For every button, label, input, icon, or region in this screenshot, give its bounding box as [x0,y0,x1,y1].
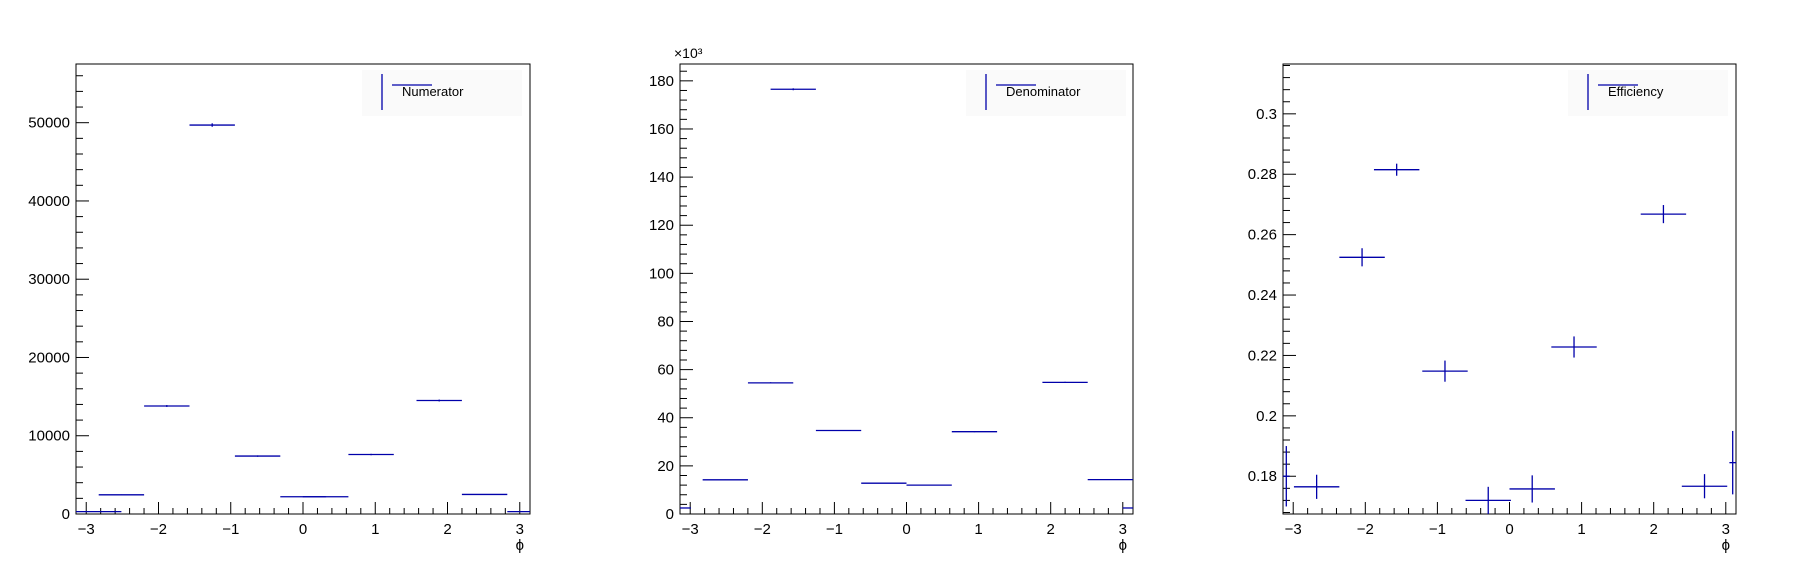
denominator-y-tick-label: 140 [649,169,674,186]
efficiency-x-axis-title: ϕ [1722,537,1730,554]
efficiency-x-tick-label: −2 [1357,521,1374,538]
efficiency-x-tick-label: 2 [1650,521,1658,538]
efficiency-x-tick-label: −3 [1285,521,1302,538]
denominator-panel: Denominator −3 −2 −1 0 1 2 3ϕ 0 20 40 60 80 100 120 140… [649,45,1134,554]
denominator-x-axis-title: ϕ [1119,537,1127,554]
numerator-x-axis-title: ϕ [516,537,524,554]
numerator-x-tick-label: 2 [443,521,451,538]
numerator-y-tick-label: 20000 [28,349,70,366]
efficiency-y-tick-label: 0.28 [1248,166,1277,183]
denominator-y-tick-label: 40 [657,410,674,427]
efficiency-legend-label: Efficiency [1608,84,1664,99]
denominator-x-tick-label: 2 [1047,521,1055,538]
denominator-y-tick-label: 180 [649,73,674,90]
denominator-x-tick-label: 3 [1119,521,1127,538]
efficiency-y-tick-label: 0.3 [1256,106,1277,123]
numerator-y-tick-label: 10000 [28,428,70,445]
efficiency-y-tick-label: 0.22 [1248,347,1277,364]
numerator-x-tick-label: 1 [371,521,379,538]
denominator-legend-label: Denominator [1006,84,1081,99]
denominator-y-tick-label: 60 [657,362,674,379]
efficiency-x-tick-label: 1 [1577,521,1585,538]
efficiency-y-tick-label: 0.24 [1248,287,1277,304]
efficiency-x-tick-label: −1 [1429,521,1446,538]
efficiency-y-tick-label: 0.26 [1248,227,1277,244]
denominator-x-tick-label: 1 [974,521,982,538]
numerator-y-tick-label: 40000 [28,193,70,210]
numerator-x-tick-label: −1 [222,521,239,538]
efficiency-legend-box [1568,70,1728,116]
efficiency-y-tick-label: 0.18 [1248,468,1277,485]
denominator-x-tick-label: −2 [754,521,771,538]
numerator-panel: Numerator −3 −2 −1 0 1 2 3ϕ 0 10000 20000 30000 4000… [28,63,531,554]
numerator-x-tick-label: 3 [516,521,524,538]
denominator-x-tick-label: −3 [682,521,699,538]
numerator-y-tick-label: 50000 [28,115,70,132]
denominator-y-tick-label: 0 [666,506,674,523]
denominator-y-tick-label: 120 [649,217,674,234]
denominator-y-tick-label: 160 [649,121,674,138]
numerator-x-tick-label: 0 [299,521,307,538]
denominator-y-tick-label: 100 [649,265,674,282]
numerator-x-tick-label: −3 [78,521,95,538]
numerator-x-tick-label: −2 [150,521,167,538]
denominator-legend-box [966,70,1126,116]
denominator-x-tick-label: 0 [902,521,910,538]
denominator-x-tick-label: −1 [826,521,843,538]
efficiency-x-tick-label: 3 [1722,521,1730,538]
efficiency-plot-frame [1282,63,1737,515]
numerator-y-tick-label: 30000 [28,271,70,288]
denominator-plot-frame [679,63,1134,515]
numerator-legend-label: Numerator [402,84,464,99]
numerator-legend-box [362,70,522,116]
numerator-plot-frame [75,63,531,515]
numerator-y-tick-label: 0 [62,506,70,523]
denominator-y-exponent-label: ×10³ [674,45,703,61]
efficiency-x-tick-label: 0 [1505,521,1513,538]
denominator-y-tick-label: 20 [657,458,674,475]
efficiency-panel: Efficiency −3 −2 −1 0 1 2 3ϕ 0.18 0.2 0.22 0.24 0.26… [1248,63,1737,554]
efficiency-y-tick-label: 0.2 [1256,408,1277,425]
denominator-y-tick-label: 80 [657,313,674,330]
